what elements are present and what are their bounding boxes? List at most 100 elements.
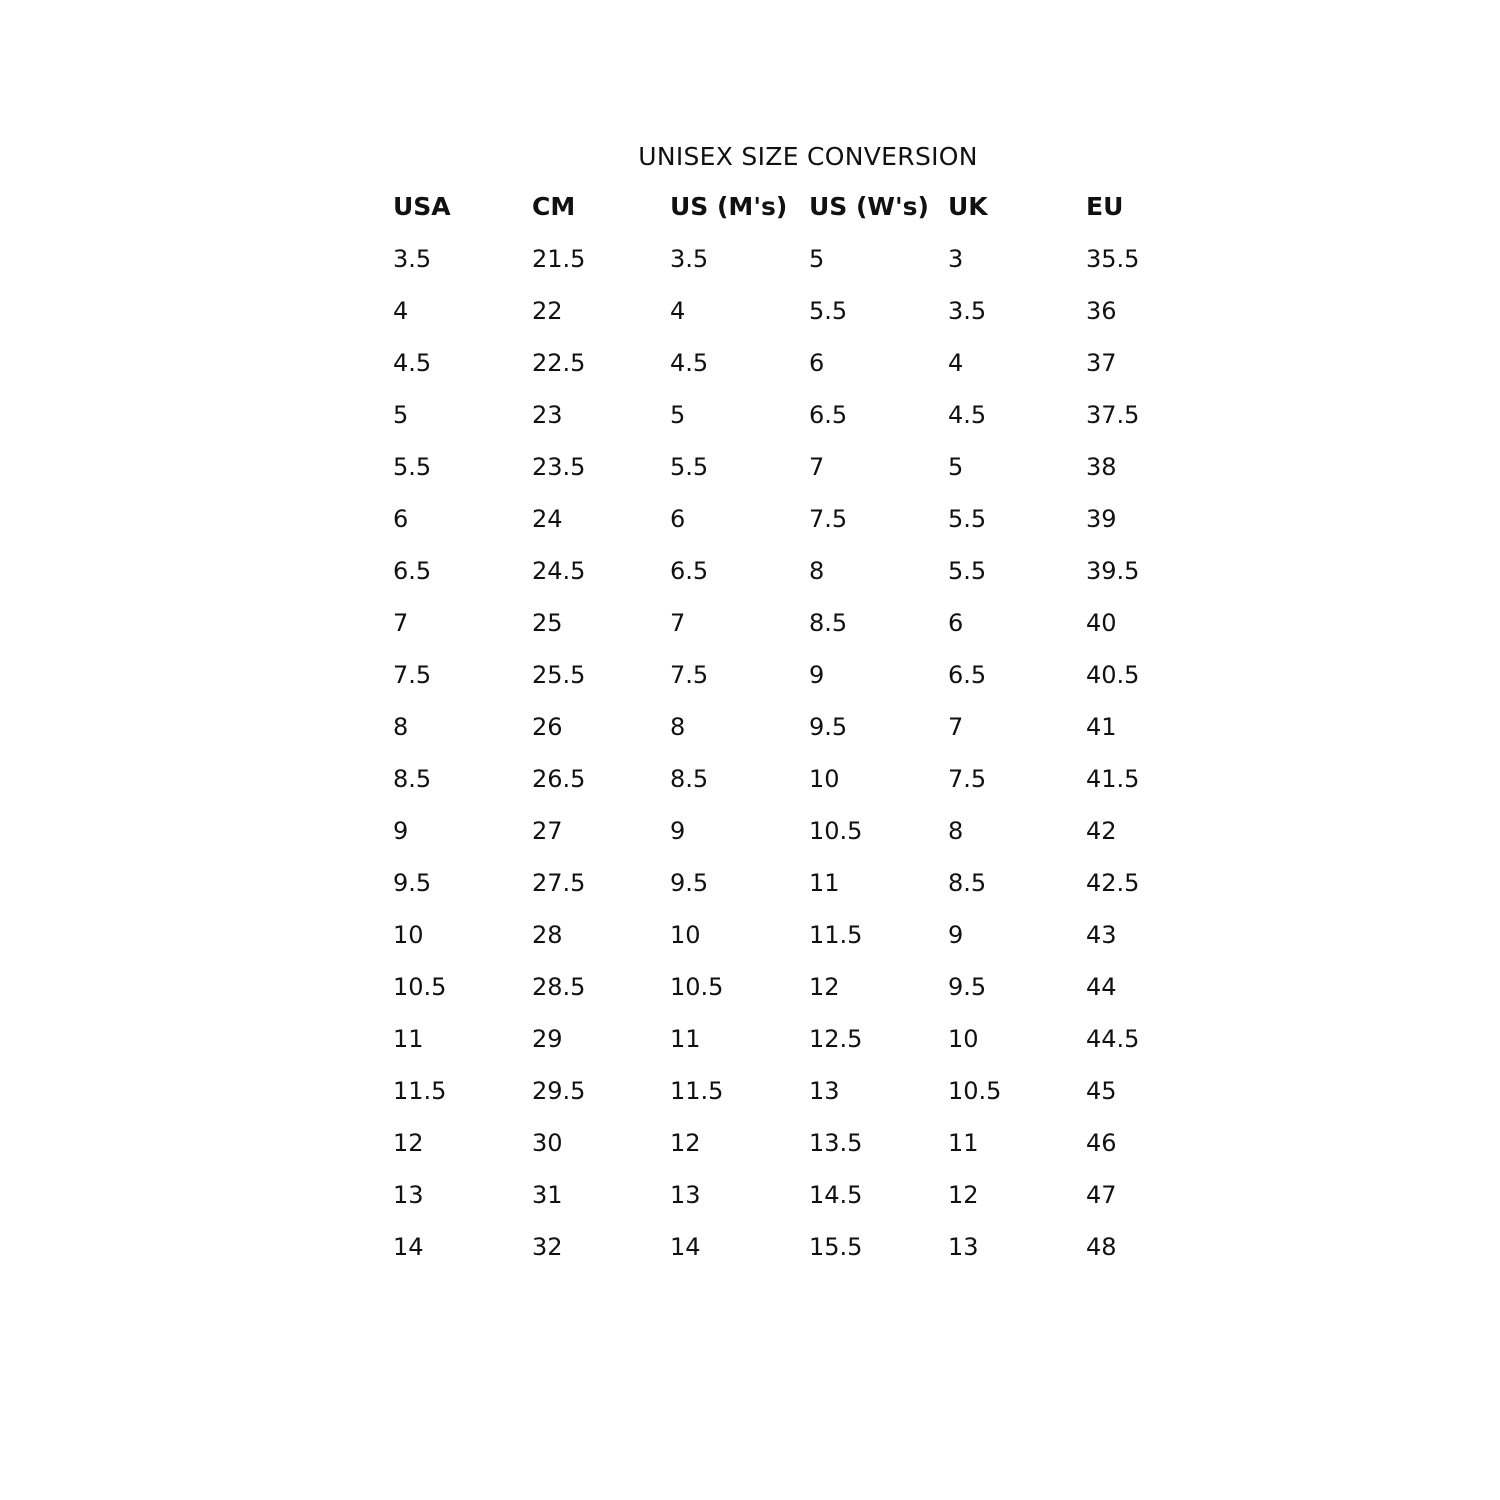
table-cell: 21.5 — [532, 245, 586, 273]
table-cell: 6 — [809, 349, 825, 377]
table-cell: 37 — [1086, 349, 1117, 377]
table-cell: 41 — [1086, 713, 1117, 741]
table-cell: 3 — [948, 245, 964, 273]
table-cell: 29 — [532, 1025, 563, 1053]
table-cell: 36 — [1086, 297, 1117, 325]
table-cell: 8.5 — [948, 869, 987, 897]
column-header: EU — [1086, 192, 1124, 221]
table-cell: 27 — [532, 817, 563, 845]
table-cell: 47 — [1086, 1181, 1117, 1209]
column-header: US (W's) — [809, 192, 929, 221]
table-cell: 7 — [809, 453, 825, 481]
table-cell: 6.5 — [393, 557, 432, 585]
table-cell: 8.5 — [809, 609, 848, 637]
table-cell: 14 — [393, 1233, 424, 1261]
table-cell: 9 — [948, 921, 964, 949]
table-cell: 6.5 — [948, 661, 987, 689]
table-cell: 45 — [1086, 1077, 1117, 1105]
table-cell: 37.5 — [1086, 401, 1140, 429]
table-cell: 40 — [1086, 609, 1117, 637]
column-header: US (M's) — [670, 192, 788, 221]
table-cell: 5.5 — [948, 557, 987, 585]
table-cell: 8 — [393, 713, 409, 741]
table-cell: 4.5 — [393, 349, 432, 377]
table-cell: 10 — [809, 765, 840, 793]
table-cell: 23 — [532, 401, 563, 429]
table-cell: 5 — [809, 245, 825, 273]
table-cell: 42 — [1086, 817, 1117, 845]
table-cell: 32 — [532, 1233, 563, 1261]
column-header: UK — [948, 192, 988, 221]
table-cell: 10.5 — [948, 1077, 1002, 1105]
table-cell: 9 — [670, 817, 686, 845]
table-cell: 35.5 — [1086, 245, 1140, 273]
table-cell: 7.5 — [670, 661, 709, 689]
table-cell: 30 — [532, 1129, 563, 1157]
table-cell: 5 — [670, 401, 686, 429]
table-cell: 7.5 — [948, 765, 987, 793]
table-cell: 38 — [1086, 453, 1117, 481]
table-title: UNISEX SIZE CONVERSION — [638, 142, 978, 171]
table-cell: 11 — [670, 1025, 701, 1053]
table-cell: 5 — [948, 453, 964, 481]
table-cell: 7.5 — [809, 505, 848, 533]
column-header: CM — [532, 192, 576, 221]
table-cell: 4.5 — [670, 349, 709, 377]
table-cell: 4 — [393, 297, 409, 325]
table-cell: 7.5 — [393, 661, 432, 689]
table-cell: 41.5 — [1086, 765, 1140, 793]
table-cell: 42.5 — [1086, 869, 1140, 897]
table-cell: 46 — [1086, 1129, 1117, 1157]
table-cell: 31 — [532, 1181, 563, 1209]
table-cell: 3.5 — [393, 245, 432, 273]
column-header: USA — [393, 192, 451, 221]
table-cell: 4 — [948, 349, 964, 377]
table-cell: 48 — [1086, 1233, 1117, 1261]
table-cell: 28 — [532, 921, 563, 949]
table-cell: 22 — [532, 297, 563, 325]
table-cell: 28.5 — [532, 973, 586, 1001]
table-cell: 4.5 — [948, 401, 987, 429]
table-cell: 11 — [809, 869, 840, 897]
table-cell: 29.5 — [532, 1077, 586, 1105]
table-cell: 9 — [393, 817, 409, 845]
table-cell: 39 — [1086, 505, 1117, 533]
table-cell: 40.5 — [1086, 661, 1140, 689]
table-cell: 9.5 — [393, 869, 432, 897]
table-cell: 10.5 — [393, 973, 447, 1001]
table-cell: 10 — [393, 921, 424, 949]
table-cell: 8.5 — [393, 765, 432, 793]
table-cell: 6.5 — [809, 401, 848, 429]
table-cell: 5.5 — [809, 297, 848, 325]
table-cell: 24.5 — [532, 557, 586, 585]
table-cell: 25.5 — [532, 661, 586, 689]
table-cell: 6.5 — [670, 557, 709, 585]
table-cell: 12.5 — [809, 1025, 863, 1053]
table-cell: 10.5 — [809, 817, 863, 845]
table-cell: 7 — [670, 609, 686, 637]
table-cell: 10 — [948, 1025, 979, 1053]
table-cell: 3.5 — [948, 297, 987, 325]
table-cell: 22.5 — [532, 349, 586, 377]
table-cell: 12 — [948, 1181, 979, 1209]
table-cell: 4 — [670, 297, 686, 325]
table-cell: 39.5 — [1086, 557, 1140, 585]
table-cell: 8.5 — [670, 765, 709, 793]
table-cell: 12 — [670, 1129, 701, 1157]
table-cell: 6 — [948, 609, 964, 637]
table-cell: 11 — [393, 1025, 424, 1053]
table-cell: 44 — [1086, 973, 1117, 1001]
table-cell: 11 — [948, 1129, 979, 1157]
table-cell: 13 — [393, 1181, 424, 1209]
table-cell: 14.5 — [809, 1181, 863, 1209]
table-cell: 13 — [948, 1233, 979, 1261]
table-cell: 27.5 — [532, 869, 586, 897]
table-cell: 43 — [1086, 921, 1117, 949]
table-cell: 9 — [809, 661, 825, 689]
table-cell: 10.5 — [670, 973, 724, 1001]
table-cell: 13.5 — [809, 1129, 863, 1157]
table-cell: 9.5 — [948, 973, 987, 1001]
table-cell: 13 — [809, 1077, 840, 1105]
table-cell: 10 — [670, 921, 701, 949]
table-cell: 8 — [948, 817, 964, 845]
